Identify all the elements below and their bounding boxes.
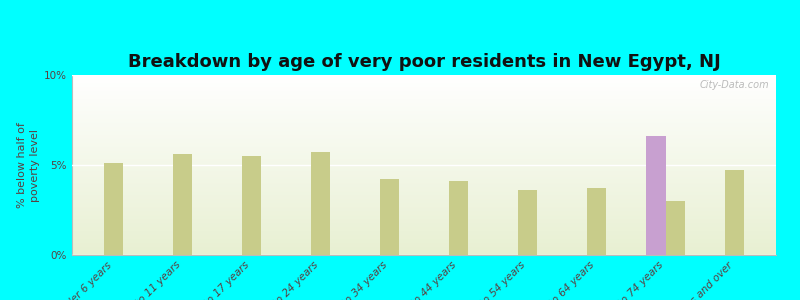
- Bar: [518, 190, 537, 255]
- Bar: [104, 163, 123, 255]
- Bar: [646, 136, 666, 255]
- Y-axis label: % below half of
poverty level: % below half of poverty level: [17, 122, 40, 208]
- Bar: [666, 201, 685, 255]
- Bar: [725, 170, 744, 255]
- Bar: [380, 179, 399, 255]
- Text: City-Data.com: City-Data.com: [699, 80, 769, 90]
- Bar: [311, 152, 330, 255]
- Bar: [587, 188, 606, 255]
- Bar: [449, 181, 468, 255]
- Bar: [242, 156, 261, 255]
- Title: Breakdown by age of very poor residents in New Egypt, NJ: Breakdown by age of very poor residents …: [128, 53, 720, 71]
- Bar: [173, 154, 192, 255]
